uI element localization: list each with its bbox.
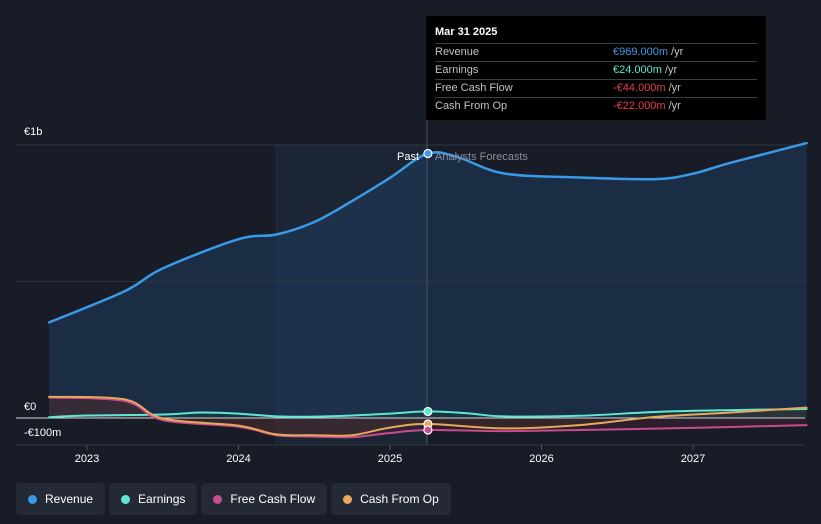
x-axis-ticks: 2023 2024 2025 2026 2027 [75,445,705,465]
tooltip: Mar 31 2025 Revenue €969.000m /yr Earnin… [426,16,766,120]
tooltip-date: Mar 31 2025 [435,26,498,38]
forecast-label: Analysts Forecasts [435,151,528,163]
legend-item-earnings[interactable]: Earnings [109,483,198,515]
past-label: Past [397,151,419,163]
legend: Revenue Earnings Free Cash Flow Cash Fro… [16,483,455,515]
hover-marker [423,406,433,417]
tooltip-value: €969.000m [613,46,669,58]
financial-chart: 2023 2024 2025 2026 2027 Past Analysts Forec… [16,118,808,465]
tooltip-row-earnings: Earnings €24.000m /yr [435,61,757,79]
area-fills [49,143,807,438]
series-line-revenue [47,141,808,324]
series-line-earnings [48,408,808,419]
legend-label: Earnings [138,492,186,506]
x-tick-label: 2023 [75,453,99,465]
legend-item-cash-from-op[interactable]: Cash From Op [331,483,451,515]
tooltip-label: Cash From Op [435,100,508,112]
free-cash-flow-dot-icon [213,494,223,504]
tooltip-unit: /yr [668,100,681,112]
revenue-dot-icon [28,494,37,504]
x-tick-label: 2024 [226,453,250,465]
hover-marker [423,148,433,159]
tooltip-unit: /yr [668,82,681,94]
series-lines [47,141,808,439]
series-line-free-cash-flow [48,396,808,439]
x-tick-label: 2027 [681,453,705,465]
tooltip-value: €24.000m [613,64,662,76]
cash-from-op-dot-icon [343,494,353,504]
earnings-dot-icon [121,494,131,504]
tooltip-value: -€44.000m [613,82,666,94]
series-line-cash-from-op [48,395,808,437]
area-revenue [49,143,807,418]
legend-label: Revenue [45,492,94,506]
y-label-bottom: -€100m [24,427,62,439]
hover-markers [423,148,433,435]
tooltip-row-cash-from-op: Cash From Op -€22.000m /yr [435,97,757,115]
tooltip-unit: /yr [671,46,684,58]
x-tick-label: 2026 [529,453,553,465]
area-free-cash-flow [49,397,807,438]
legend-item-revenue[interactable]: Revenue [16,483,106,515]
tooltip-value: -€22.000m [613,100,666,112]
tooltip-row-free-cash-flow: Free Cash Flow -€44.000m /yr [435,79,757,97]
tooltip-label: Free Cash Flow [435,82,513,94]
legend-label: Free Cash Flow [230,492,316,506]
tooltip-label: Earnings [435,64,479,76]
y-label-zero: €0 [24,401,37,413]
legend-item-free-cash-flow[interactable]: Free Cash Flow [201,483,328,515]
hover-marker [423,425,433,435]
y-label-top: €1b [24,126,43,138]
x-tick-label: 2025 [378,453,402,465]
tooltip-row-revenue: Revenue €969.000m /yr [435,43,757,61]
tooltip-unit: /yr [664,64,678,76]
tooltip-label: Revenue [435,46,480,58]
legend-label: Cash From Op [360,492,439,506]
gridlines [16,144,805,446]
